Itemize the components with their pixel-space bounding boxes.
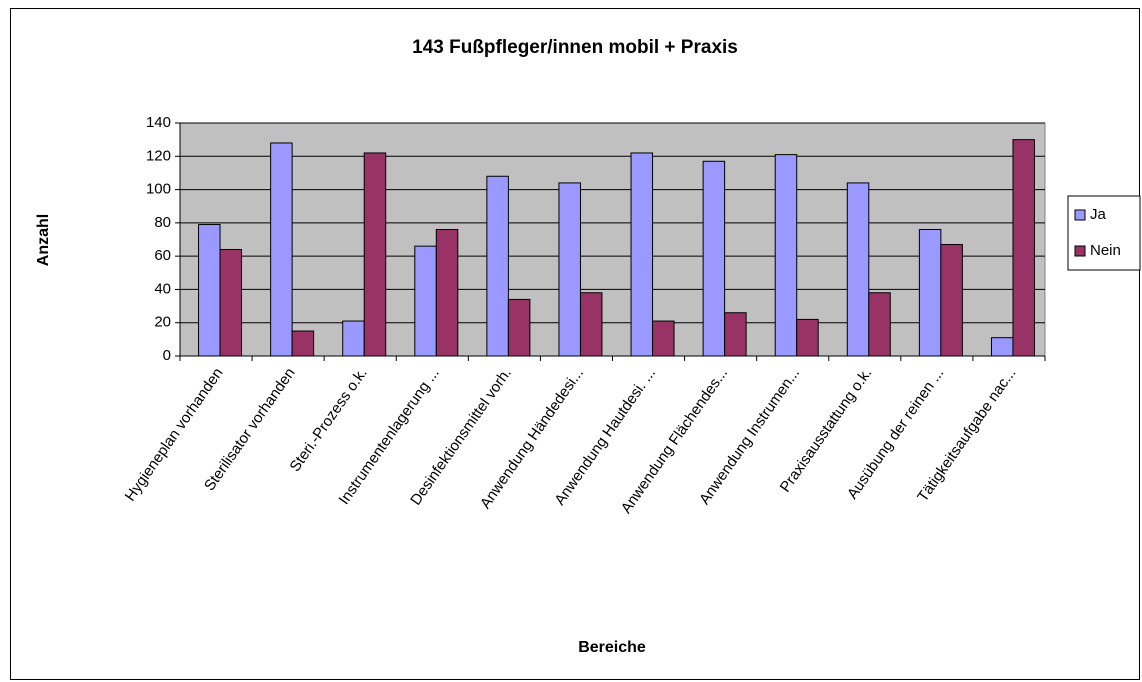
bar [918, 229, 942, 357]
y-tick-label: 40 [154, 280, 171, 297]
legend-swatch [1074, 245, 1086, 257]
bar [198, 224, 221, 357]
bar [558, 182, 581, 357]
bar [414, 245, 437, 357]
y-tick-label: 100 [146, 181, 171, 198]
y-tick-label: 60 [154, 247, 171, 264]
bar [630, 152, 654, 357]
bar [724, 312, 747, 357]
bar [291, 330, 315, 357]
bar [219, 248, 243, 357]
y-tick-label: 80 [154, 214, 171, 231]
bar [1012, 139, 1035, 357]
legend-box [1067, 195, 1141, 271]
legend-label: Ja [1090, 206, 1107, 223]
chart-title: 143 Fußpfleger/innen mobil + Praxis [412, 37, 738, 58]
bar [652, 320, 675, 357]
bar [507, 298, 531, 357]
bar [990, 337, 1014, 357]
bar [796, 318, 819, 357]
bar [868, 292, 891, 357]
x-axis-title: Bereiche [578, 639, 646, 656]
y-tick-label: 0 [163, 347, 171, 364]
bar [774, 154, 798, 357]
y-axis-title: Anzahl [35, 214, 52, 266]
bar [846, 182, 870, 357]
legend-label: Nein [1090, 242, 1121, 259]
bar [435, 229, 459, 357]
legend-swatch [1074, 209, 1086, 221]
bar [342, 320, 365, 357]
y-tick-label: 140 [146, 114, 171, 131]
bar [579, 292, 603, 357]
bar [702, 160, 726, 357]
plot-area [179, 122, 1046, 357]
bar [486, 175, 509, 357]
y-tick-label: 120 [146, 147, 171, 164]
bar [270, 142, 293, 357]
bar [363, 152, 387, 357]
y-tick-label: 20 [154, 314, 171, 331]
bar [940, 243, 963, 357]
